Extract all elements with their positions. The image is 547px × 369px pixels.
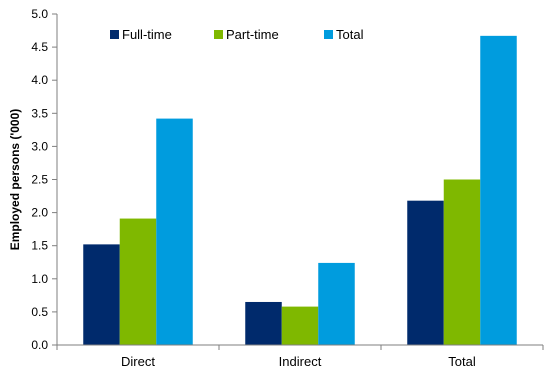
y-tick-label: 2.5: [31, 173, 48, 187]
bar-part-time-total: [443, 179, 481, 345]
legend-label: Part-time: [226, 27, 279, 42]
y-tick-label: 5.0: [31, 7, 48, 21]
y-tick-label: 2.0: [31, 206, 48, 220]
bar-full-time-direct: [83, 244, 120, 345]
x-category-label: Total: [448, 354, 476, 369]
y-axis-title: Employed persons ('000): [8, 109, 22, 251]
legend-swatch: [324, 30, 333, 39]
y-tick-label: 1.0: [31, 272, 48, 286]
legend-swatch: [110, 30, 119, 39]
legend-label: Total: [336, 27, 364, 42]
y-axis-ticks: 0.0 0.5 1.0 1.5 2.0 2.5 3.0 3.5 4.0 4.5 5.0: [31, 7, 57, 352]
legend-label: Full-time: [122, 27, 172, 42]
y-tick-label: 1.5: [31, 239, 48, 253]
x-category-label: Direct: [121, 354, 155, 369]
y-tick-label: 4.5: [31, 40, 48, 54]
legend-swatch: [214, 30, 223, 39]
bar-total-indirect: [318, 262, 355, 345]
y-tick-label: 3.0: [31, 139, 48, 153]
legend: Full-time Part-time Total: [110, 27, 364, 42]
x-category-label: Indirect: [279, 354, 322, 369]
bar-total-total: [480, 35, 517, 345]
y-tick-label: 0.0: [31, 338, 48, 352]
bar-full-time-indirect: [245, 301, 282, 345]
x-axis-category-labels: Direct Indirect Total: [121, 354, 476, 369]
bars-group: [83, 35, 517, 345]
y-tick-label: 0.5: [31, 305, 48, 319]
y-tick-label: 3.5: [31, 106, 48, 120]
y-tick-label: 4.0: [31, 73, 48, 87]
bar-total-direct: [156, 118, 193, 345]
bar-part-time-direct: [119, 218, 157, 345]
bar-full-time-total: [407, 200, 444, 345]
x-axis-ticks: [56, 345, 544, 350]
bar-part-time-indirect: [281, 306, 319, 345]
